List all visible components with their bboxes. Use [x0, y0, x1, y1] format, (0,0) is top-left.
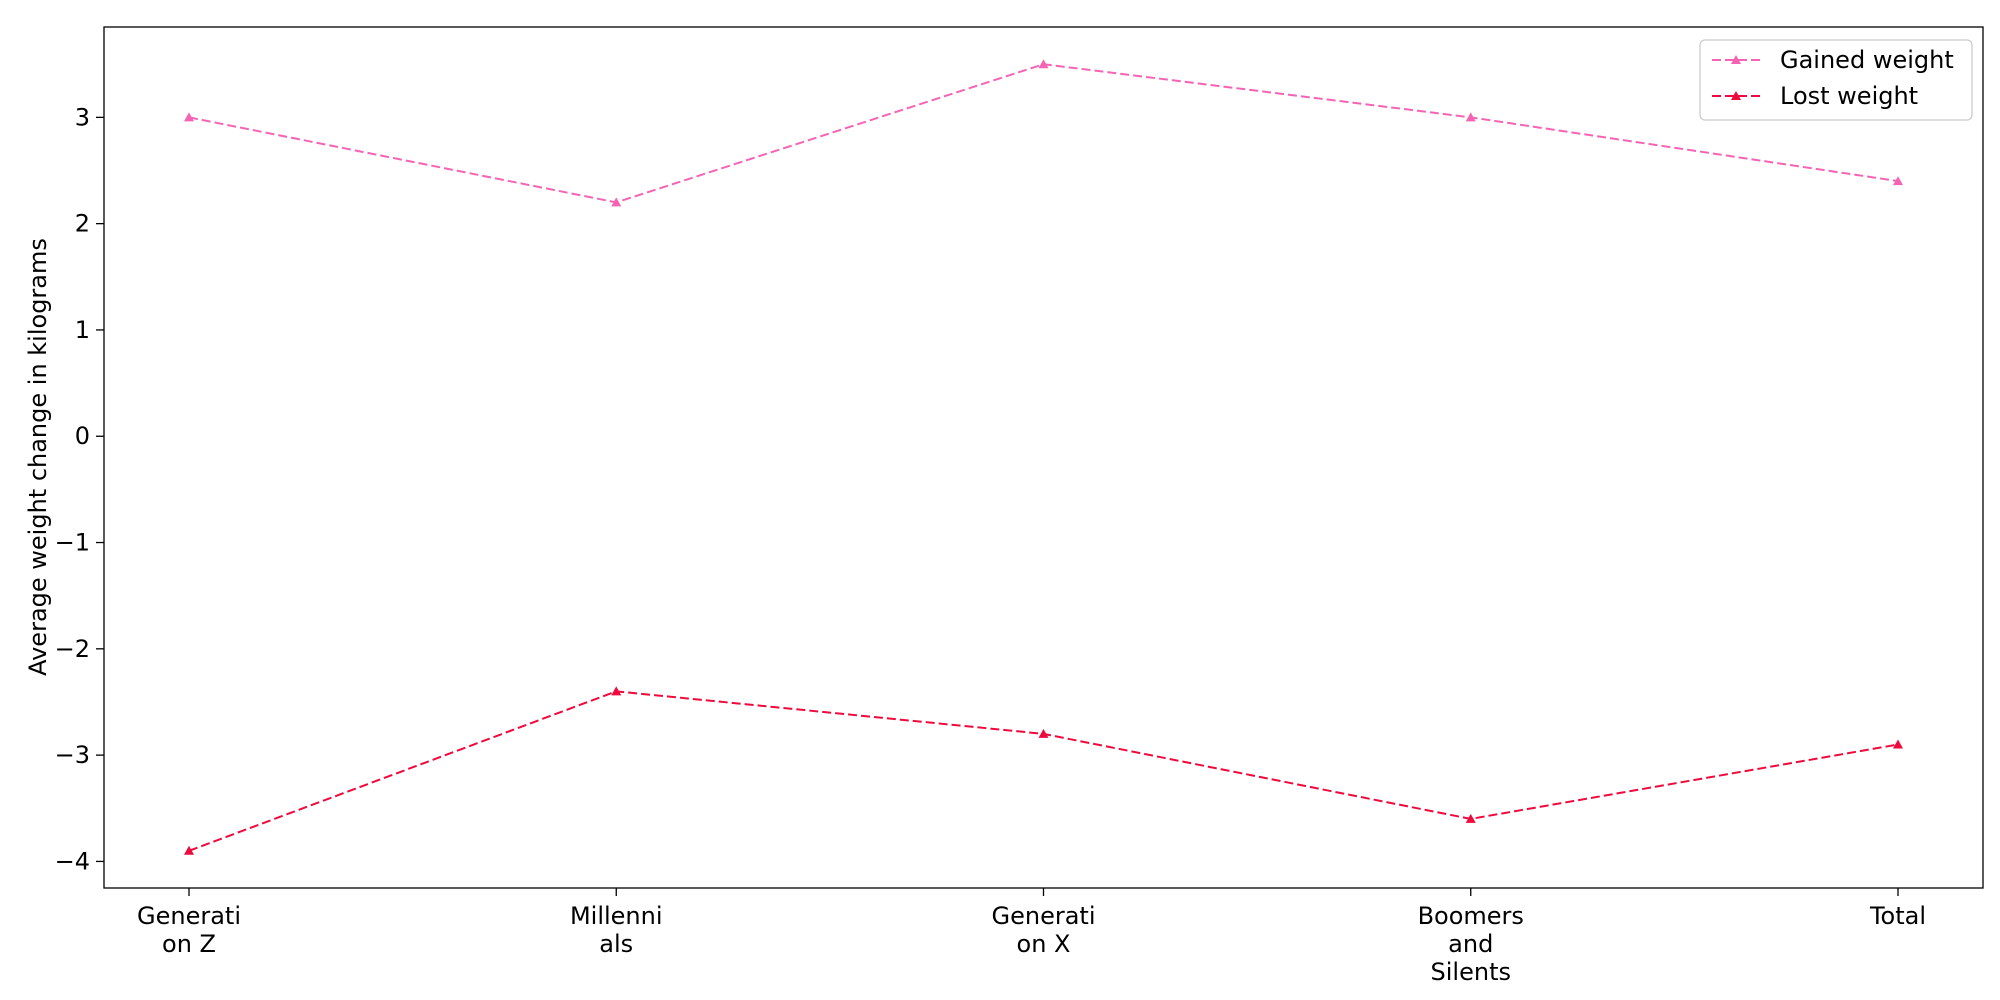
- data-point-marker: [611, 686, 622, 696]
- y-tick-label: −3: [55, 741, 90, 769]
- y-tick-label: −4: [55, 847, 90, 875]
- legend-marker: [1731, 55, 1741, 64]
- legend-frame: [1699, 39, 1973, 121]
- x-tick-label-line: als: [599, 930, 633, 958]
- y-axis-label: Average weight change in kilograms: [24, 238, 52, 676]
- data-point-marker: [1893, 176, 1903, 186]
- legend-label: Gained weight: [1780, 46, 1954, 74]
- data-point-marker: [1465, 813, 1476, 823]
- data-point-marker: [184, 112, 194, 122]
- x-tick-label-line: Generati: [137, 902, 241, 930]
- data-point-marker: [1038, 728, 1049, 738]
- data-point-marker: [184, 845, 194, 855]
- y-tick-label: −1: [55, 529, 90, 557]
- legend-item: Lost weight: [1712, 82, 1918, 110]
- legend-item: Gained weight: [1712, 46, 1954, 74]
- y-tick-label: −2: [55, 635, 90, 663]
- x-tick-label-line: Generati: [992, 902, 1096, 930]
- x-tick-label: Generati on Z: [137, 902, 241, 958]
- series-layer: [184, 59, 1903, 855]
- y-tick-label: 1: [75, 316, 90, 344]
- y-tick-label: 0: [75, 422, 90, 450]
- y-axis: 3 2 1 0 −1 −2 −3 −4: [55, 103, 104, 875]
- x-tick-label-line: Total: [1869, 902, 1926, 930]
- x-tick-label-line: Silents: [1431, 958, 1511, 986]
- legend-label: Lost weight: [1780, 82, 1918, 110]
- series-0: [184, 59, 1903, 207]
- x-tick-label: Generati on X: [992, 902, 1096, 958]
- x-tick-label: Boomers and Silents: [1418, 902, 1524, 986]
- data-point-marker: [1465, 112, 1476, 122]
- data-point-marker: [611, 197, 622, 207]
- x-tick-label-line: on Z: [162, 930, 216, 958]
- x-tick-label-line: Boomers: [1418, 902, 1524, 930]
- data-point-marker: [1038, 59, 1049, 69]
- y-tick-label: 2: [75, 210, 90, 238]
- x-tick-label-line: Millenni: [570, 902, 663, 930]
- x-tick-label-line: on X: [1017, 930, 1071, 958]
- legend-marker: [1731, 91, 1741, 100]
- x-tick-label-line: and: [1448, 930, 1493, 958]
- y-tick-label: 3: [75, 103, 90, 131]
- legend: Gained weight Lost weight: [1699, 39, 1973, 121]
- series-1: [184, 686, 1903, 855]
- x-tick-label: Total: [1869, 902, 1926, 930]
- data-point-marker: [1893, 739, 1903, 749]
- x-tick-label: Millenni als: [570, 902, 663, 958]
